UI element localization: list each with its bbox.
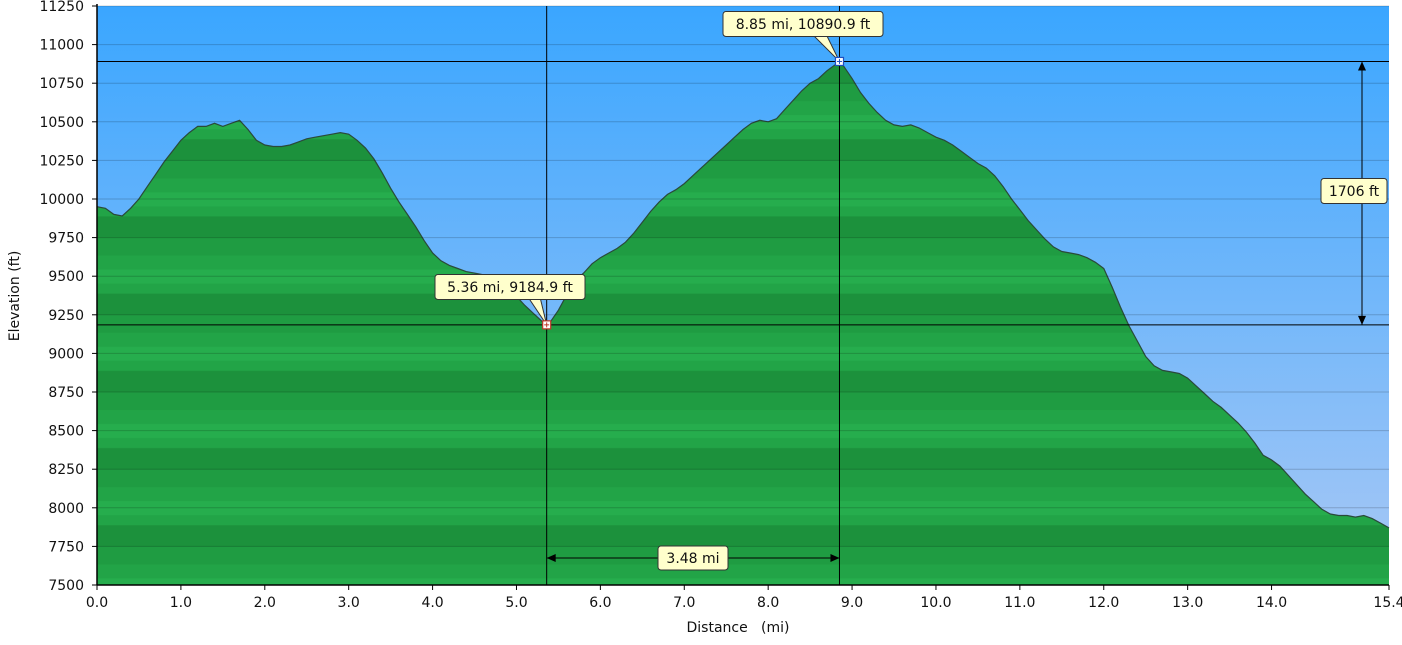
x-tick-label: 3.0 <box>338 595 360 611</box>
x-tick-label: 15.4 <box>1373 595 1402 611</box>
high-point-label-box <box>722 11 884 37</box>
x-tick-label: 4.0 <box>421 595 443 611</box>
x-axis-title: Distance (mi) <box>686 620 789 636</box>
distance-label-text: 3.48 mi <box>666 551 719 567</box>
x-tick-label: 9.0 <box>841 595 863 611</box>
elevation-gain-label-box <box>1320 178 1388 204</box>
y-tick-label: 7750 <box>48 539 84 555</box>
x-tick-label: 1.0 <box>170 595 192 611</box>
elevation-arrow-down <box>1358 315 1366 325</box>
y-tick-label: 9250 <box>48 308 84 324</box>
y-tick-label: 9500 <box>48 269 84 285</box>
x-tick-label: 14.0 <box>1256 595 1287 611</box>
elevation-arrow-up <box>1358 61 1366 71</box>
elevation-line <box>96 60 1390 529</box>
y-tick-label: 10500 <box>39 115 84 131</box>
y-tick-label: 9000 <box>48 346 84 362</box>
y-tick-label: 8750 <box>48 385 84 401</box>
x-tick-label: 7.0 <box>673 595 695 611</box>
y-tick-label: 8000 <box>48 501 84 517</box>
x-tick-label: 6.0 <box>589 595 611 611</box>
x-tick-label: 0.0 <box>86 595 108 611</box>
distance-arrow-left <box>546 554 556 562</box>
y-tick-label: 10250 <box>39 153 84 169</box>
x-tick-label: 12.0 <box>1088 595 1119 611</box>
low-point-label-text: 5.36 mi, 9184.9 ft <box>447 280 573 296</box>
y-tick-label: 8250 <box>48 462 84 478</box>
x-tick-label: 11.0 <box>1004 595 1035 611</box>
elevation-area <box>97 61 1389 585</box>
y-tick-label: 7500 <box>48 578 84 594</box>
x-tick-label: 13.0 <box>1172 595 1203 611</box>
x-tick-label: 5.0 <box>505 595 527 611</box>
y-tick-label: 11000 <box>39 38 84 54</box>
x-tick-label: 8.0 <box>757 595 779 611</box>
y-tick-label: 11250 <box>39 0 84 15</box>
y-tick-label: 9750 <box>48 231 84 247</box>
x-tick-label: 2.0 <box>254 595 276 611</box>
y-tick-label: 8500 <box>48 424 84 440</box>
low-point-label-box <box>434 274 586 300</box>
elevation-gain-label-text: 1706 ft <box>1329 184 1380 200</box>
distance-label-box <box>657 545 729 571</box>
y-axis-title: Elevation (ft) <box>7 251 23 342</box>
y-tick-label: 10000 <box>39 192 84 208</box>
x-tick-label: 10.0 <box>920 595 951 611</box>
y-tick-label: 10750 <box>39 76 84 92</box>
distance-arrow-right <box>830 554 840 562</box>
high-point-label-text: 8.85 mi, 10890.9 ft <box>736 17 871 33</box>
